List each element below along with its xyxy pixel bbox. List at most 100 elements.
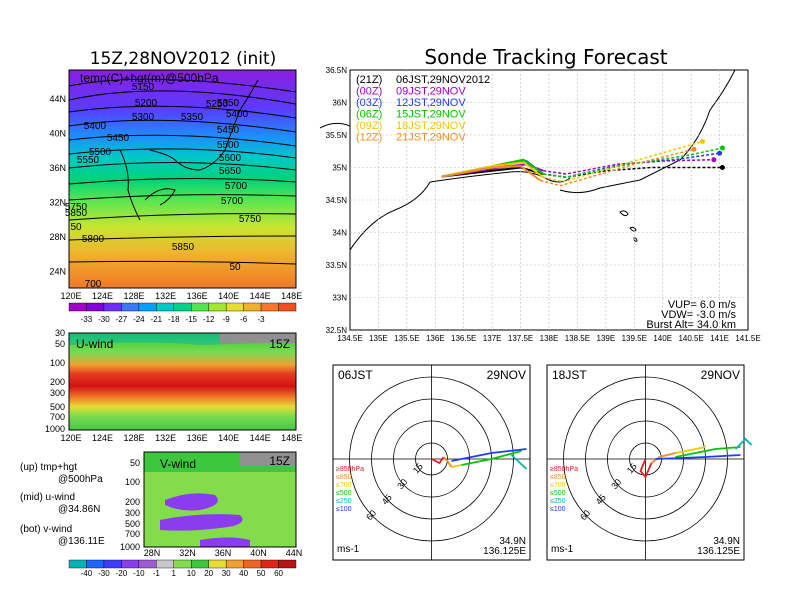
level-legend-item: ≤100 — [550, 506, 566, 513]
x-tick-label: 136E — [187, 291, 208, 301]
hodograph-trace — [639, 458, 653, 479]
y-tick-label: 1000 — [120, 542, 140, 552]
height-contours — [68, 78, 297, 265]
main-map-field-label: temp(C)+hgt(m)@500hPa — [80, 71, 219, 85]
ring-label: 15 — [625, 461, 639, 475]
legend-note-line: (mid) u-wind — [20, 492, 75, 503]
y-tick-label: 40N — [49, 129, 66, 139]
level-legend-item: ≤850 — [550, 474, 566, 481]
track-line-segment — [543, 158, 714, 175]
contour-label: 5750 — [65, 202, 88, 213]
x-tick-label: 132E — [155, 433, 176, 443]
hodograph-trace — [650, 452, 676, 464]
x-tick-label: 128E — [124, 433, 145, 443]
y-tick-label: 200 — [125, 497, 140, 507]
colorbar-label: 50 — [257, 569, 266, 578]
colorbar-label: -15 — [185, 315, 197, 324]
x-tick-label: 148E — [281, 433, 302, 443]
colorbar-label: -3 — [258, 315, 266, 324]
y-tick-label: 34N — [332, 229, 347, 238]
y-tick-label: 500 — [125, 519, 140, 529]
legend-time: 18JST,29NOV — [396, 120, 466, 132]
hodograph-date: 29NOV — [701, 368, 740, 382]
hodograph-lon: 136.125E — [697, 546, 740, 557]
x-tick-label: 36N — [215, 548, 232, 558]
colorbar-swatch — [191, 302, 209, 312]
legend-note-line: (bot) v-wind — [20, 524, 72, 535]
x-tick-label: 140E — [218, 291, 239, 301]
hodograph-trace — [451, 448, 527, 462]
main-map-y-axis: 44N 40N 36N 32N 28N 24N — [49, 94, 66, 277]
colorbar-label: -12 — [203, 315, 215, 324]
hodograph-lat: 34.9N — [713, 536, 740, 547]
contour-label: 5850 — [172, 242, 195, 253]
hodograph-trace — [655, 454, 741, 460]
x-tick-label: 144E — [250, 433, 271, 443]
hodograph-trace — [510, 454, 528, 470]
contour-label: 5350 — [217, 98, 240, 109]
uwind-time: 15Z — [269, 337, 290, 351]
x-tick-label: 144E — [250, 291, 271, 301]
x-tick-label: 139.5E — [622, 334, 647, 343]
y-tick-label: 34.5N — [326, 196, 348, 205]
legend-note-line: @34.86N — [58, 504, 100, 515]
colorbar-swatch — [138, 302, 157, 312]
ring-label: 60 — [364, 508, 378, 522]
coastline-japan — [119, 79, 259, 221]
hodograph-trace — [451, 464, 462, 468]
colorbar-label: -40 — [81, 569, 93, 578]
contour-label: 5250 — [206, 99, 229, 110]
colorbar-swatch — [278, 302, 297, 312]
legend-code: (12Z) — [356, 132, 382, 144]
track-end-point — [719, 145, 725, 151]
colorbar-swatch — [103, 559, 122, 569]
level-legend-item: ≤250 — [336, 498, 352, 505]
colorbar-swatch — [243, 559, 262, 569]
colorbar-swatch — [86, 559, 105, 569]
x-tick-label: 124E — [92, 291, 113, 301]
legend-code: (03Z) — [356, 97, 382, 109]
x-tick-label: 135E — [369, 334, 388, 343]
track-end-point — [719, 165, 725, 170]
track-line-segment — [543, 147, 723, 179]
colorbar-swatch — [156, 559, 174, 569]
x-tick-label: 120E — [60, 291, 81, 301]
y-tick-label: 28N — [49, 232, 66, 242]
x-tick-label: 32N — [179, 548, 196, 558]
hodograph-time-label: 18JST — [552, 368, 587, 382]
main-map-panel — [68, 69, 297, 289]
level-legend-item: ≤850 — [336, 474, 352, 481]
y-tick-label: 36.5N — [326, 66, 348, 75]
contour-label: 5800 — [82, 234, 105, 245]
track-lines — [441, 139, 725, 187]
track-map-gridlines — [350, 70, 748, 330]
contour-label: 5350 — [181, 112, 204, 123]
contour-label: 5400 — [84, 121, 107, 132]
y-tick-label: 700 — [50, 412, 65, 422]
legend-code: (00Z) — [356, 86, 382, 98]
page-title: Sonde Tracking Forecast — [424, 45, 667, 69]
x-tick-label: 141.5E — [735, 334, 760, 343]
colorbar-swatch — [208, 559, 227, 569]
hodograph-unit: ms-1 — [551, 544, 574, 555]
vwind-title: V-wind — [160, 457, 196, 471]
y-tick-label: 1000 — [45, 424, 65, 434]
colorbar-label: 60 — [274, 569, 283, 578]
contour-label: 5500 — [89, 147, 112, 158]
track-end-point — [711, 157, 717, 163]
y-tick-label: 50 — [130, 458, 140, 468]
colorbar-label: 1 — [172, 569, 177, 578]
legend-code: (21Z) — [356, 74, 382, 86]
x-tick-label: 140E — [218, 433, 239, 443]
x-tick-label: 139E — [597, 334, 616, 343]
vup-text: VUP= 6.0 m/s — [668, 299, 737, 311]
track-line-segment — [543, 166, 723, 179]
y-tick-label: 30 — [55, 328, 65, 338]
colorbar-label: -18 — [168, 315, 180, 324]
colorbar-swatch — [103, 302, 122, 312]
ring-label: 45 — [380, 492, 394, 506]
